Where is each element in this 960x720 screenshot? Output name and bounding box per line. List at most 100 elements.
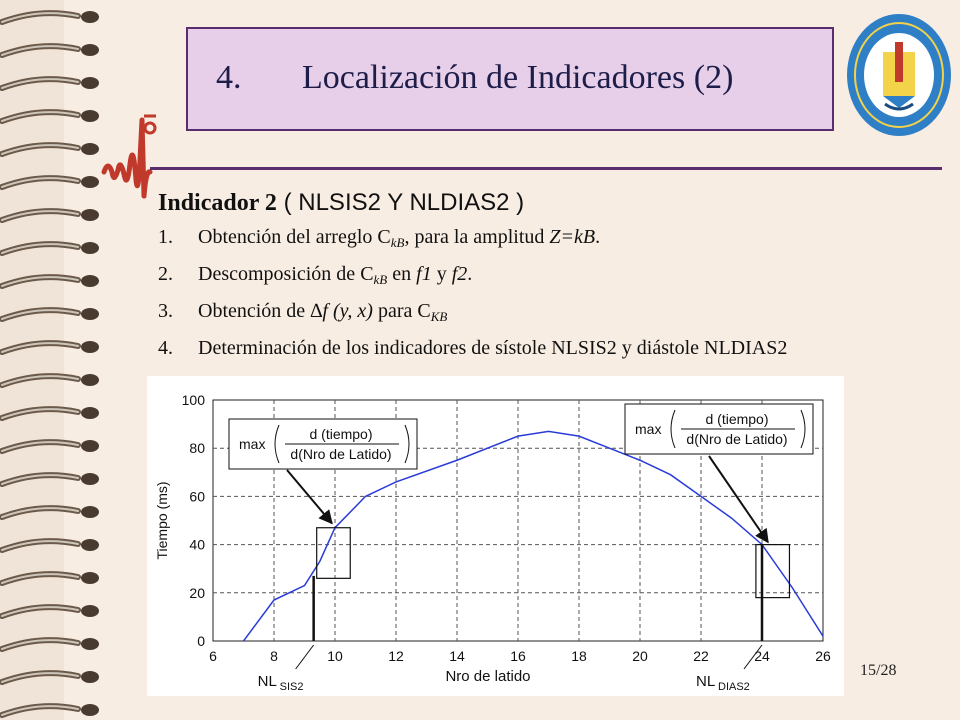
- step-number: 3.: [158, 300, 173, 322]
- x-tick-label: 18: [571, 648, 587, 664]
- spiral-hole: [81, 44, 99, 56]
- spiral-coil-highlight: [1, 45, 79, 56]
- tiempo-vs-latido-chart: 6 8 10 12 14 16 18 20 22 24 26 0 20 40 60 80 100 Nro de l…: [147, 376, 844, 696]
- spiral-hole: [81, 209, 99, 221]
- list-item: 2. Descomposición de CkB en f1 y f2.: [158, 263, 878, 291]
- nl-right-pointer: [743, 644, 763, 670]
- y-axis-label: Tiempo (ms): [154, 481, 170, 559]
- steps-list: 1. Obtención del arreglo CkB, para la am…: [158, 226, 878, 368]
- arrow-right: [708, 455, 769, 544]
- formula-right: max d (tiempo) d(Nro de Latido): [624, 403, 814, 455]
- nl-sis2-subscript: SIS2: [280, 681, 304, 693]
- spiral-hole: [81, 539, 99, 551]
- x-tick-label: 8: [270, 648, 278, 664]
- spiral-coil-highlight: [1, 78, 79, 89]
- spiral-coil-highlight: [1, 474, 79, 485]
- spiral-coil-highlight: [1, 144, 79, 155]
- list-item: 4. Determinación de los indicadores de s…: [158, 337, 878, 359]
- formula-max: max: [239, 436, 265, 452]
- series-line: [242, 430, 824, 642]
- spiral-coil-highlight: [1, 276, 79, 287]
- formula-max: max: [635, 421, 661, 437]
- spiral-coil-highlight: [1, 309, 79, 320]
- arrow-left: [286, 469, 333, 525]
- step-text-part: .: [467, 263, 473, 285]
- spiral-hole: [81, 704, 99, 716]
- ecg-logo-icon: [101, 114, 157, 199]
- spiral-coil-highlight: [1, 375, 79, 386]
- spiral-hole: [81, 506, 99, 518]
- step-italic: f2: [451, 263, 468, 285]
- spiral-coil-highlight: [1, 111, 79, 122]
- title-number: 4.: [216, 59, 242, 96]
- y-tick-label: 20: [189, 585, 205, 601]
- spiral-hole: [81, 242, 99, 254]
- formula-numerator: d (tiempo): [705, 411, 768, 427]
- spiral-hole: [81, 308, 99, 320]
- dias2-highlight-box: [755, 544, 791, 599]
- formula-paren-left: [670, 409, 676, 449]
- spiral-hole: [81, 275, 99, 287]
- step-text: Determinación de los indicadores de síst…: [198, 337, 788, 359]
- sis2-highlight-box: [316, 527, 351, 579]
- step-text: Descomposición de CkB en f1 y f2.: [198, 263, 878, 291]
- x-axis-label: Nro de latido: [445, 668, 530, 685]
- list-item: 1. Obtención del arreglo CkB, para la am…: [158, 226, 878, 254]
- step-italic: Z=kB: [549, 226, 596, 248]
- nl-sis2-label: NL: [258, 673, 277, 690]
- spiral-coil-highlight: [1, 441, 79, 452]
- step-text-part: y: [431, 263, 452, 285]
- page-number: 15/28: [860, 662, 897, 679]
- y-tick-label: 100: [182, 392, 206, 408]
- spiral-hole: [81, 374, 99, 386]
- slide-title: Localización de Indicadores (2): [302, 59, 734, 96]
- spiral-coil-highlight: [1, 12, 79, 23]
- spiral-hole: [81, 638, 99, 650]
- spiral-coil-highlight: [1, 507, 79, 518]
- spiral-hole: [81, 440, 99, 452]
- x-tick-label: 6: [209, 648, 217, 664]
- spiral-hole: [81, 143, 99, 155]
- spiral-coil-highlight: [1, 573, 79, 584]
- spiral-coil-highlight: [1, 177, 79, 188]
- step-number: 4.: [158, 337, 173, 359]
- formula-denominator: d(Nro de Latido): [686, 431, 787, 447]
- step-number: 1.: [158, 226, 173, 248]
- spiral-coil-highlight: [1, 606, 79, 617]
- step-italic: f1: [416, 263, 432, 285]
- title-underline: [150, 167, 942, 170]
- step-text-part: en: [387, 263, 417, 285]
- spiral-coil-highlight: [1, 210, 79, 221]
- spiral-hole: [81, 77, 99, 89]
- spiral-hole: [81, 341, 99, 353]
- heading-rest: ( NLSIS2 Y NLDIAS2 ): [276, 189, 525, 216]
- university-seal-logo: [847, 14, 951, 136]
- slide-title-box: 4. Localización de Indicadores (2): [186, 27, 834, 131]
- x-tick-label: 26: [815, 648, 831, 664]
- spiral-hole: [81, 176, 99, 188]
- y-tick-label: 60: [189, 488, 205, 504]
- nl-dias2-subscript: DIAS2: [718, 681, 750, 693]
- list-item: 3. Obtención de ∆f (y, x) para CKB: [158, 300, 878, 328]
- spiral-hole: [81, 671, 99, 683]
- step-italic: ∆f (y, x): [310, 300, 373, 322]
- spiral-hole: [81, 11, 99, 23]
- step-subscript: KB: [430, 309, 448, 324]
- nl-left-pointer: [295, 644, 315, 670]
- formula-denominator: d(Nro de Latido): [290, 446, 391, 462]
- formula-paren-right: [404, 424, 410, 464]
- x-tick-label: 16: [510, 648, 526, 664]
- spiral-coil-highlight: [1, 639, 79, 650]
- spiral-hole: [81, 407, 99, 419]
- step-number: 2.: [158, 263, 173, 285]
- step-text: Obtención del arreglo CkB, para la ampli…: [198, 226, 878, 254]
- indicator-heading: Indicador 2 ( NLSIS2 Y NLDIAS2 ): [158, 189, 524, 217]
- spiral-coil-highlight: [1, 408, 79, 419]
- step-text-part: .: [595, 226, 601, 248]
- y-tick-label: 0: [197, 633, 205, 649]
- spiral-coil-highlight: [1, 540, 79, 551]
- step-subscript: kB: [373, 272, 388, 287]
- x-tick-label: 10: [327, 648, 343, 664]
- step-text-part: Descomposición de C: [198, 263, 374, 285]
- spiral-coil-highlight: [1, 342, 79, 353]
